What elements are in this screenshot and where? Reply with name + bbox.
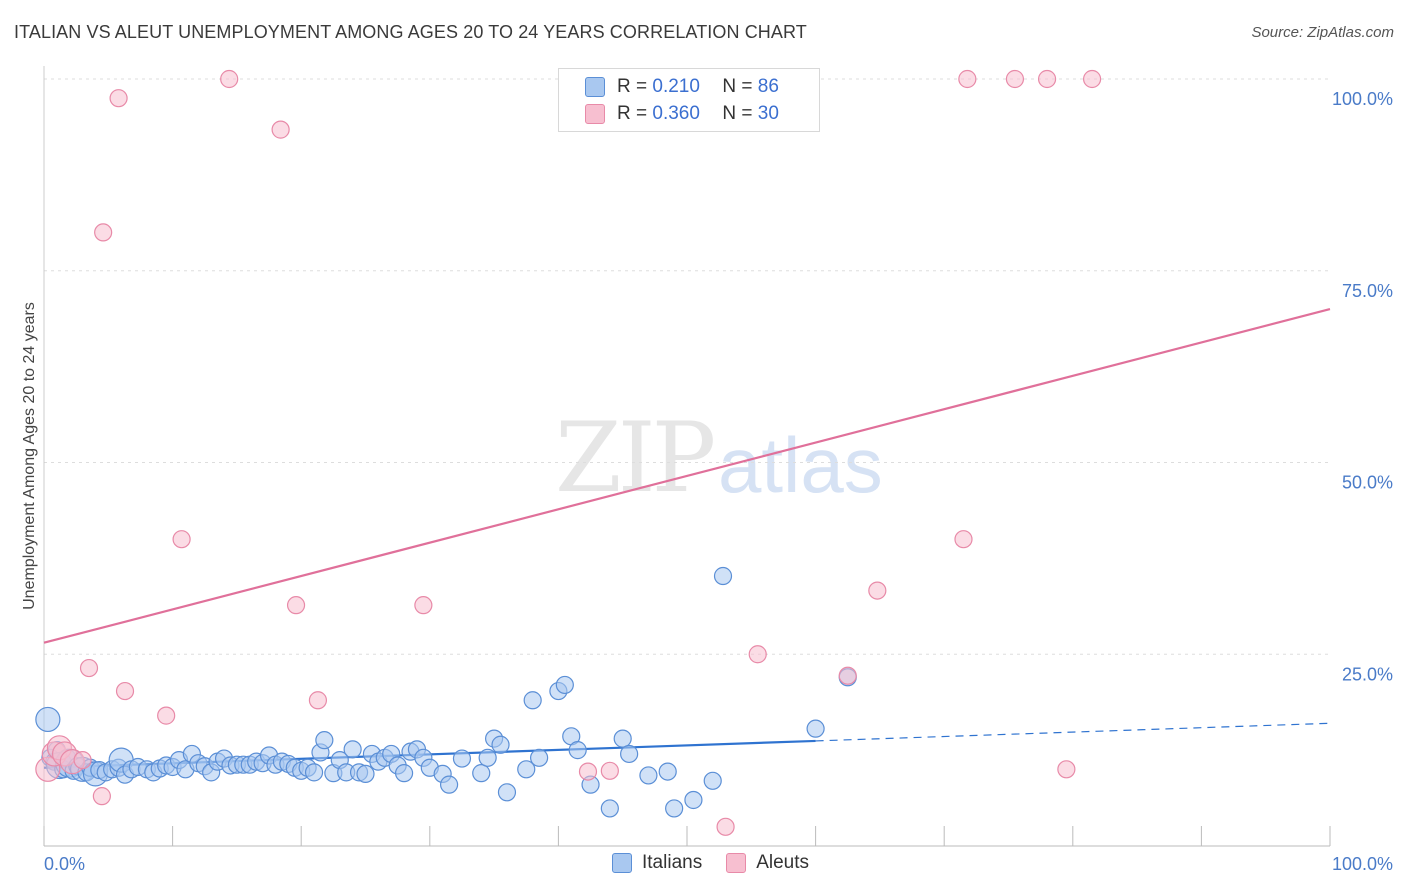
- italians-point: [703, 771, 722, 790]
- aleuts-swatch: [585, 104, 605, 124]
- source-label: Source: ZipAtlas.com: [1251, 24, 1394, 41]
- aleuts-point: [1057, 760, 1076, 779]
- bottom-legend-italians: Italians: [612, 852, 702, 874]
- data-points: [35, 69, 1102, 836]
- italians-point: [497, 783, 517, 802]
- legend-row-italians: R = 0.210 N = 86: [585, 75, 779, 99]
- legend-row-aleuts: R = 0.360 N = 30: [585, 102, 779, 126]
- y-tick-label: 75.0%: [1342, 281, 1393, 301]
- chart-title: ITALIAN VS ALEUT UNEMPLOYMENT AMONG AGES…: [14, 22, 807, 42]
- italians-point: [517, 760, 536, 779]
- aleuts-point: [868, 581, 887, 600]
- aleuts-point: [748, 645, 767, 664]
- aleuts-swatch: [726, 853, 747, 873]
- italians-point: [491, 735, 510, 754]
- italians-point: [452, 749, 472, 768]
- y-tick-label: 100.0%: [1332, 89, 1393, 109]
- italians-point: [639, 766, 658, 785]
- italians-point: [478, 748, 497, 767]
- aleuts-point: [157, 706, 176, 725]
- italians-point: [439, 775, 459, 794]
- legend-n-label: N =: [722, 103, 753, 124]
- aleuts-point: [94, 223, 113, 242]
- grid-lines: [44, 78, 1330, 655]
- italians-point: [394, 764, 414, 783]
- watermark-atlas: atlas: [718, 421, 883, 509]
- legend-r-value: 0.210: [652, 76, 700, 97]
- italians-point: [568, 741, 587, 760]
- bottom-legend: Italians Aleuts: [612, 852, 833, 874]
- aleuts-point: [716, 817, 735, 836]
- aleuts-point: [1082, 69, 1102, 89]
- aleuts-point: [109, 89, 128, 108]
- aleuts-point: [115, 681, 135, 701]
- legend-n-value: 30: [757, 103, 779, 124]
- italians-point: [35, 706, 61, 733]
- italians-point: [343, 740, 362, 759]
- y-tick-label: 50.0%: [1342, 473, 1393, 493]
- aleuts-point: [838, 666, 857, 685]
- italians-point: [713, 566, 733, 586]
- trend-lines: [43, 308, 1331, 769]
- aleuts-point: [1037, 69, 1057, 89]
- x-tick-label: 0.0%: [44, 854, 85, 874]
- aleuts-point: [73, 750, 92, 770]
- italians-swatch: [612, 853, 632, 873]
- italians-point: [665, 799, 684, 818]
- italians-point: [620, 744, 639, 764]
- legend: R = 0.210 N = 86 R = 0.360 N = 30: [558, 68, 820, 132]
- legend-r-value: 0.360: [652, 103, 700, 124]
- legend-n-value: 86: [757, 76, 779, 97]
- italians-point: [613, 729, 632, 748]
- aleuts-trend-line: [43, 308, 1331, 644]
- aleuts-point: [578, 762, 598, 781]
- y-tick-label: 25.0%: [1342, 664, 1393, 684]
- italians-point: [304, 763, 324, 782]
- tick-labels: 25.0% 50.0% 75.0% 100.0% 0.0% 100.0%: [44, 89, 1393, 874]
- axes: [43, 66, 1331, 847]
- bottom-legend-label: Aleuts: [756, 852, 810, 873]
- aleuts-point: [958, 69, 977, 89]
- aleuts-point: [220, 69, 239, 89]
- italians-trend-extension: [815, 722, 1331, 742]
- bottom-legend-label: Italians: [642, 852, 703, 873]
- italians-point: [555, 675, 574, 695]
- italians-swatch: [585, 77, 605, 97]
- italians-point: [658, 762, 677, 781]
- aleuts-point: [1005, 69, 1025, 89]
- aleuts-point: [271, 120, 290, 139]
- aleuts-point: [308, 691, 328, 710]
- italians-point: [472, 764, 491, 783]
- italians-point: [806, 719, 825, 738]
- italians-point: [523, 691, 542, 710]
- italians-point: [684, 790, 703, 810]
- legend-r-label: R =: [617, 76, 648, 97]
- aleuts-point: [79, 658, 99, 678]
- italians-point: [530, 748, 549, 767]
- aleuts-point: [600, 761, 619, 780]
- aleuts-point: [414, 596, 433, 615]
- x-tick-label: 100.0%: [1332, 854, 1393, 874]
- bottom-legend-aleuts: Aleuts: [726, 852, 809, 874]
- aleuts-point: [954, 530, 973, 549]
- aleuts-point: [92, 787, 111, 806]
- italians-point: [356, 764, 375, 784]
- italians-point: [315, 731, 334, 750]
- italians-point: [600, 799, 619, 818]
- aleuts-point: [172, 530, 191, 549]
- legend-n-label: N =: [722, 76, 753, 97]
- watermark-zip: ZIP: [555, 402, 716, 514]
- legend-r-label: R =: [617, 103, 648, 124]
- aleuts-point: [286, 596, 306, 615]
